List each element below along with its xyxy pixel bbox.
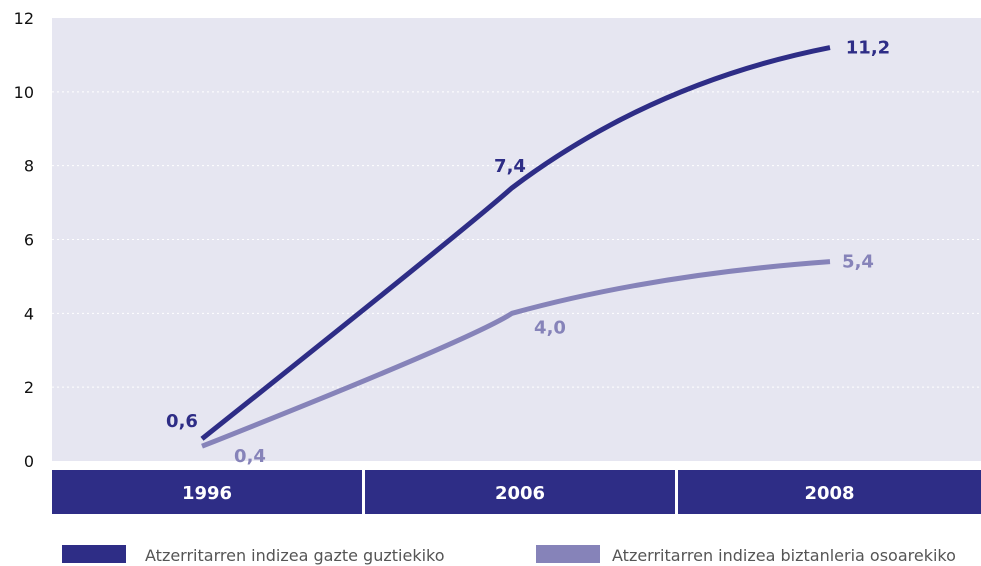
y-tick-label: 10: [14, 83, 34, 102]
plot-area: [52, 18, 981, 461]
category-band: 1996 2006 2008: [52, 470, 981, 514]
y-tick-label: 8: [24, 157, 34, 176]
series-lines: [200, 45, 831, 449]
y-tick-label: 2: [24, 378, 34, 397]
x-tick-label: 2006: [495, 483, 545, 504]
y-tick-label: 6: [24, 231, 34, 250]
legend-label: Atzerritarren indizea gazte guztiekiko: [145, 546, 445, 565]
legend-swatch: [536, 545, 600, 563]
x-tick-label: 1996: [182, 483, 232, 504]
category-cell: [365, 470, 675, 514]
x-tick-label: 2008: [804, 483, 854, 504]
y-tick-label: 0: [24, 452, 34, 471]
y-tick-label: 12: [14, 9, 34, 28]
data-label: 5,4: [842, 252, 874, 273]
category-cell: [678, 470, 981, 514]
category-cell: [52, 470, 362, 514]
y-tick-label: 4: [24, 304, 34, 323]
data-label: 7,4: [494, 156, 526, 177]
data-label: 0,4: [234, 446, 266, 467]
data-label: 4,0: [534, 317, 566, 338]
y-axis: 0 2 4 6 8 10 12: [14, 9, 34, 471]
legend-label: Atzerritarren indizea biztanleria osoare…: [612, 546, 956, 565]
data-label: 11,2: [846, 38, 890, 59]
data-labels: 0,6 7,4 11,2 0,4 4,0 5,4: [166, 38, 890, 468]
legend: Atzerritarren indizea gazte guztiekiko At…: [62, 545, 956, 565]
data-label: 0,6: [166, 411, 198, 432]
legend-swatch: [62, 545, 126, 563]
